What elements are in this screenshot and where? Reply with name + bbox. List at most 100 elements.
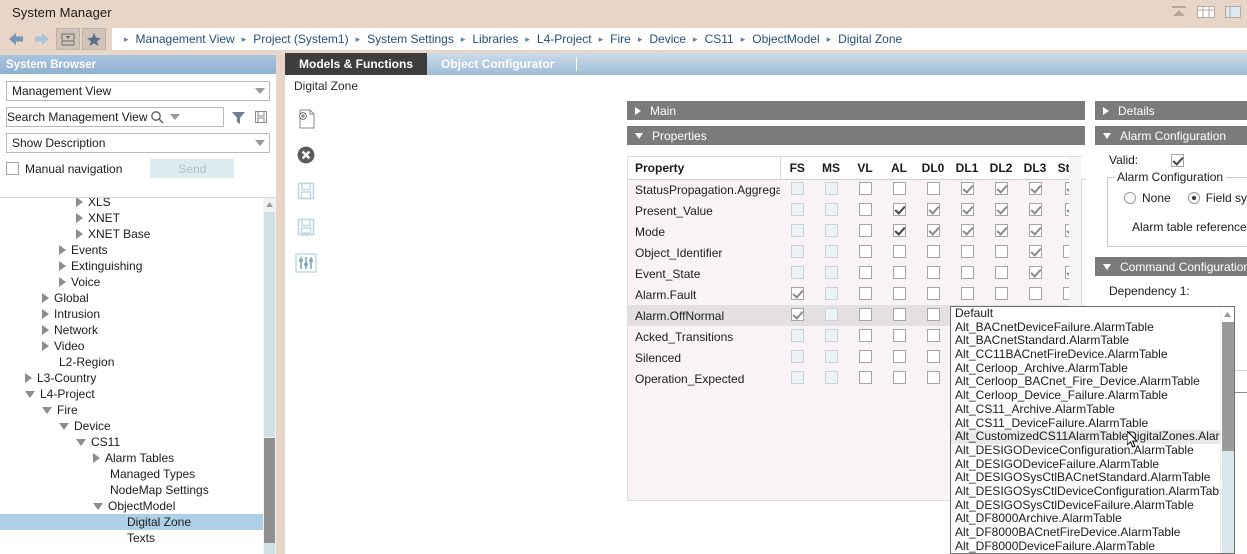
save-as-icon[interactable] bbox=[294, 215, 318, 239]
back-arrow-icon[interactable] bbox=[4, 28, 28, 50]
breadcrumb[interactable]: ▸ Management View ▸ Project (System1) ▸ … bbox=[112, 28, 1247, 50]
property-checkbox[interactable] bbox=[960, 223, 974, 237]
dropdown-option[interactable]: Alt_DF8000BACnetFireDevice.AlarmTable bbox=[955, 525, 1181, 539]
property-checkbox[interactable] bbox=[790, 349, 804, 363]
section-properties[interactable]: Properties bbox=[627, 126, 1085, 145]
section-main[interactable]: Main bbox=[627, 101, 1085, 120]
tree-scroll-track-lower[interactable] bbox=[264, 543, 275, 554]
chevron-right-icon[interactable] bbox=[42, 325, 49, 335]
property-checkbox[interactable] bbox=[892, 328, 906, 342]
column-header-dl0[interactable]: DL0 bbox=[916, 157, 950, 180]
property-checkbox[interactable] bbox=[1028, 181, 1042, 195]
property-checkbox-cell[interactable] bbox=[882, 179, 916, 200]
dropdown-option[interactable]: Alt_CS11_Archive.AlarmTable bbox=[955, 401, 1115, 416]
tree-node-objectmodel[interactable]: ObjectModel bbox=[0, 498, 276, 514]
property-checkbox-cell[interactable] bbox=[848, 200, 882, 221]
column-header-ms[interactable]: MS bbox=[814, 157, 848, 180]
radio-field-system[interactable]: Field system bbox=[1187, 191, 1247, 205]
property-checkbox[interactable] bbox=[960, 265, 974, 279]
tree-node-l4-project[interactable]: L4-Project bbox=[0, 386, 276, 402]
property-checkbox[interactable] bbox=[790, 181, 804, 195]
property-checkbox-cell[interactable] bbox=[848, 347, 882, 368]
property-checkbox-cell[interactable] bbox=[950, 242, 984, 263]
table-row[interactable]: Alarm.Fault bbox=[628, 284, 1086, 305]
property-checkbox-cell[interactable] bbox=[882, 221, 916, 242]
property-checkbox-cell[interactable] bbox=[1018, 284, 1052, 305]
column-header-dl2[interactable]: DL2 bbox=[984, 157, 1018, 180]
chevron-right-icon[interactable] bbox=[76, 198, 83, 207]
property-checkbox[interactable] bbox=[824, 223, 838, 237]
property-checkbox[interactable] bbox=[926, 328, 940, 342]
chevron-down-icon[interactable] bbox=[76, 438, 86, 446]
property-checkbox-cell[interactable] bbox=[780, 200, 814, 221]
property-checkbox[interactable] bbox=[824, 370, 838, 384]
property-checkbox-cell[interactable] bbox=[950, 263, 984, 284]
property-checkbox-cell[interactable] bbox=[780, 221, 814, 242]
property-checkbox-cell[interactable] bbox=[916, 179, 950, 200]
property-checkbox[interactable] bbox=[960, 202, 974, 216]
property-checkbox-cell[interactable] bbox=[882, 284, 916, 305]
forward-arrow-icon[interactable] bbox=[30, 28, 54, 50]
collapse-ribbon-icon[interactable] bbox=[1169, 3, 1189, 21]
property-checkbox[interactable] bbox=[960, 244, 974, 258]
history-icon[interactable] bbox=[56, 28, 80, 50]
property-checkbox-cell[interactable] bbox=[780, 368, 814, 389]
column-header-dl1[interactable]: DL1 bbox=[950, 157, 984, 180]
property-checkbox[interactable] bbox=[892, 307, 906, 321]
property-checkbox[interactable] bbox=[790, 223, 804, 237]
table-row[interactable]: Object_Identifier bbox=[628, 242, 1086, 263]
valid-checkbox[interactable] bbox=[1171, 153, 1185, 167]
property-checkbox[interactable] bbox=[892, 181, 906, 195]
property-checkbox[interactable] bbox=[1028, 202, 1042, 216]
property-checkbox-cell[interactable] bbox=[984, 263, 1018, 284]
property-checkbox[interactable] bbox=[926, 307, 940, 321]
property-checkbox[interactable] bbox=[892, 370, 906, 384]
chevron-right-icon[interactable] bbox=[42, 309, 49, 319]
system-browser-tree[interactable]: XLS XNET XNET Base Events Extinguishing Voice… bbox=[0, 197, 276, 554]
property-checkbox-cell[interactable] bbox=[814, 284, 848, 305]
dropdown-option[interactable]: Alt_DESIGOSysCtlDeviceFailure.AlarmTable bbox=[955, 497, 1194, 512]
chevron-down-icon[interactable] bbox=[59, 422, 69, 430]
property-checkbox[interactable] bbox=[1028, 244, 1042, 258]
description-select[interactable]: Show Description bbox=[6, 133, 270, 153]
property-checkbox-cell[interactable] bbox=[848, 305, 882, 326]
property-checkbox[interactable] bbox=[858, 328, 872, 342]
tree-scroll-thumb[interactable] bbox=[264, 438, 275, 543]
tree-node-texts[interactable]: Texts bbox=[0, 530, 276, 546]
section-details[interactable]: Details bbox=[1095, 101, 1247, 120]
property-checkbox-cell[interactable] bbox=[916, 326, 950, 347]
property-checkbox-cell[interactable] bbox=[814, 263, 848, 284]
breadcrumb-item-8[interactable]: ObjectModel bbox=[752, 32, 820, 46]
alarm-table-reference-dropdown[interactable]: Default Alt_BACnetDeviceFailure.AlarmTabl… bbox=[950, 306, 1235, 554]
table-row[interactable]: Event_State bbox=[628, 263, 1086, 284]
property-checkbox[interactable] bbox=[858, 349, 872, 363]
save-search-icon[interactable] bbox=[252, 108, 270, 126]
tree-node-digital-zone[interactable]: Digital Zone bbox=[0, 514, 276, 530]
property-checkbox-cell[interactable] bbox=[916, 347, 950, 368]
save-icon[interactable] bbox=[294, 179, 318, 203]
view-select[interactable]: Management View bbox=[6, 81, 270, 101]
dropdown-option[interactable]: Alt_DESIGODeviceFailure.AlarmTable bbox=[955, 456, 1160, 471]
property-checkbox-cell[interactable] bbox=[950, 221, 984, 242]
property-checkbox-cell[interactable] bbox=[848, 368, 882, 389]
breadcrumb-item-0[interactable]: Management View bbox=[135, 32, 235, 46]
tree-node-device[interactable]: Device bbox=[0, 418, 276, 434]
property-checkbox-cell[interactable] bbox=[984, 179, 1018, 200]
tree-node-network[interactable]: Network bbox=[0, 322, 276, 338]
dropdown-option[interactable]: Alt_FS20_Archive.AlarmTable bbox=[955, 553, 1114, 554]
table-row[interactable]: Present_Value bbox=[628, 200, 1086, 221]
property-checkbox[interactable] bbox=[892, 202, 906, 216]
chevron-down-icon[interactable] bbox=[250, 134, 269, 152]
property-checkbox-cell[interactable] bbox=[984, 242, 1018, 263]
property-checkbox[interactable] bbox=[926, 202, 940, 216]
dropdown-option[interactable]: Alt_DESIGOSysCtlDeviceConfiguration.Alar… bbox=[955, 483, 1229, 498]
favorite-icon[interactable] bbox=[82, 28, 106, 50]
property-checkbox[interactable] bbox=[824, 244, 838, 258]
tab-object-configurator[interactable]: Object Configurator bbox=[441, 57, 555, 71]
property-checkbox-cell[interactable] bbox=[984, 284, 1018, 305]
property-checkbox[interactable] bbox=[994, 202, 1008, 216]
property-checkbox-cell[interactable] bbox=[814, 179, 848, 200]
tree-node-extinguishing[interactable]: Extinguishing bbox=[0, 258, 276, 274]
dropdown-scrollbar[interactable] bbox=[1220, 307, 1234, 553]
dropdown-option[interactable]: Alt_DESIGOSysCtlBACnetStandard.AlarmTabl… bbox=[955, 470, 1211, 485]
